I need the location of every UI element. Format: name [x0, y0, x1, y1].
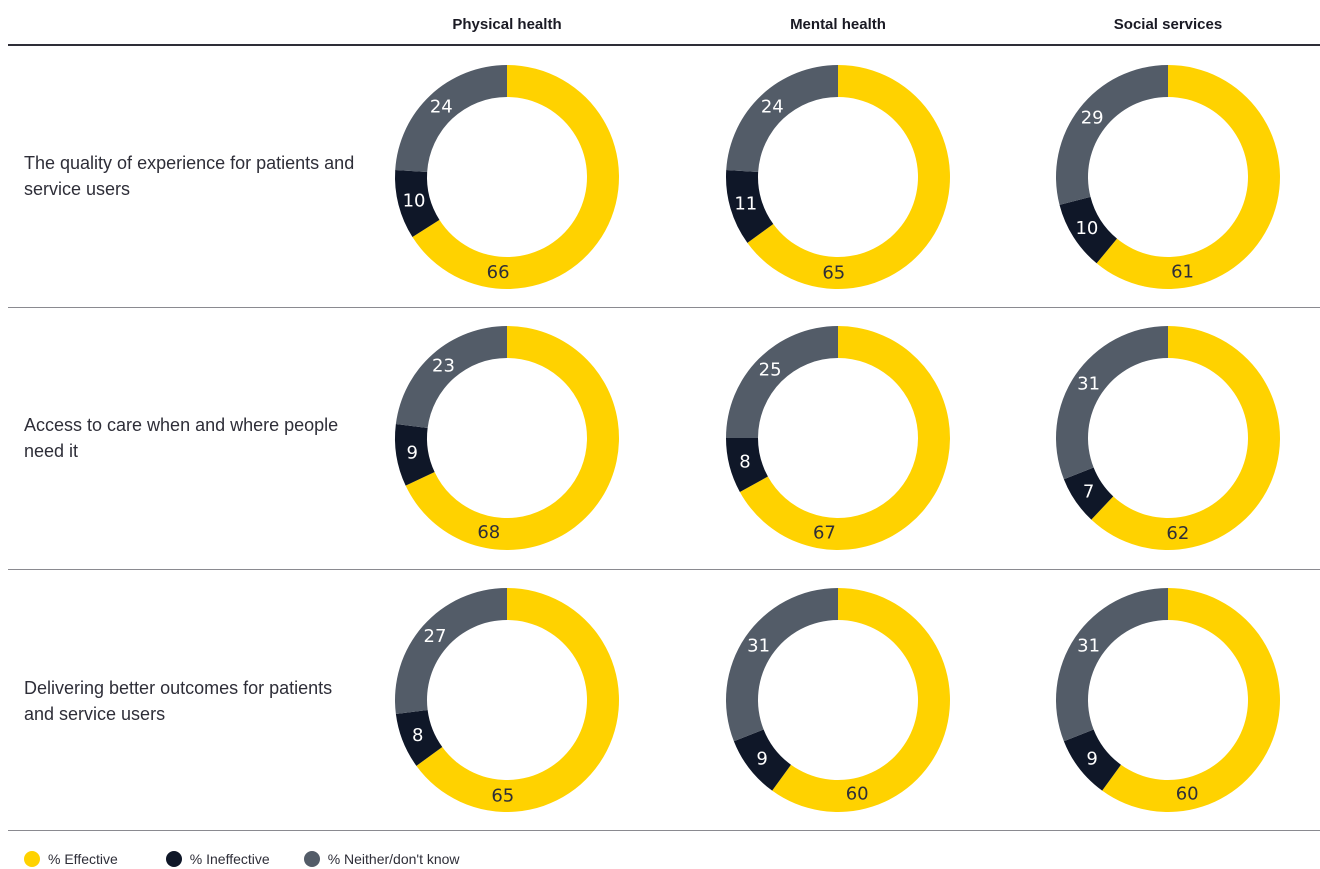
donut-segment-effective — [772, 588, 950, 812]
donut-segment-effective — [1102, 588, 1280, 812]
donut-value-neither: 27 — [424, 626, 447, 647]
donut-segment-ineffective — [1059, 196, 1118, 264]
donut-value-effective: 60 — [846, 784, 869, 805]
column-header-social-services: Social services — [1113, 16, 1223, 33]
donut-value-ineffective: 9 — [1086, 748, 1097, 769]
donut-value-effective: 67 — [813, 523, 836, 544]
row-divider — [8, 569, 1320, 570]
column-header-mental-health: Mental health — [790, 16, 886, 33]
row-divider — [8, 307, 1320, 308]
donut-segment-neither — [726, 588, 838, 742]
legend-item-ineffective: % Ineffective — [165, 851, 270, 867]
legend-label-effective: % Effective — [48, 851, 118, 867]
legend: % Effective % Ineffective % Neither/don'… — [24, 849, 460, 869]
donut-quality-of-experience-physical-health: 66 10 24 — [395, 65, 619, 289]
donut-better-outcomes-mental-health: 60 9 31 — [726, 588, 950, 812]
donut-segment-effective — [412, 65, 619, 289]
donut-segment-neither — [395, 65, 507, 172]
donut-segment-effective — [405, 326, 619, 550]
donut-segment-neither — [395, 326, 507, 428]
donut-value-ineffective: 7 — [1083, 481, 1094, 502]
donut-value-effective: 68 — [477, 522, 500, 543]
donut-value-effective: 66 — [487, 262, 510, 283]
donut-segment-ineffective — [726, 169, 774, 243]
donut-access-to-care-mental-health: 67 8 25 — [726, 326, 950, 550]
donut-value-neither: 24 — [761, 97, 784, 118]
donut-segment-effective — [1096, 65, 1280, 289]
donut-value-neither: 29 — [1081, 108, 1104, 129]
legend-swatch-ineffective — [165, 851, 182, 867]
donut-value-ineffective: 8 — [412, 725, 423, 746]
donut-segment-neither — [1056, 65, 1168, 205]
column-header-physical-health: Physical health — [452, 16, 562, 33]
donut-segment-ineffective — [395, 710, 443, 766]
donut-segment-ineffective — [395, 423, 435, 486]
donut-value-neither: 23 — [432, 355, 455, 376]
row-label-better-outcomes: Delivering better outcomes for patients … — [24, 678, 333, 724]
donut-better-outcomes-social-services: 60 9 31 — [1056, 588, 1280, 812]
donut-better-outcomes-physical-health: 65 8 27 — [395, 588, 619, 812]
donut-segment-neither — [395, 588, 507, 715]
donut-value-ineffective: 9 — [406, 443, 417, 464]
row-label-access-to-care: Access to care when and where people nee… — [24, 415, 339, 461]
donut-value-ineffective: 9 — [756, 748, 767, 769]
footer-divider — [8, 830, 1320, 831]
donut-segment-neither — [1056, 588, 1168, 742]
donut-value-neither: 31 — [747, 636, 770, 657]
donut-value-neither: 31 — [1077, 374, 1100, 395]
donut-segment-effective — [416, 588, 619, 812]
donut-value-ineffective: 11 — [734, 193, 757, 214]
donut-value-effective: 60 — [1176, 784, 1199, 805]
row-label-quality-of-experience: The quality of experience for patients a… — [24, 153, 355, 199]
header-divider — [8, 44, 1320, 46]
donut-segment-effective — [739, 326, 950, 550]
legend-item-neither: % Neither/don't know — [303, 851, 460, 867]
donut-value-neither: 24 — [430, 97, 453, 118]
donut-value-ineffective: 10 — [1075, 218, 1098, 239]
donut-segment-ineffective — [726, 438, 768, 492]
donut-segment-ineffective — [1063, 467, 1114, 520]
donut-value-effective: 65 — [491, 785, 514, 806]
donut-quality-of-experience-social-services: 61 10 29 — [1056, 65, 1280, 289]
donut-access-to-care-physical-health: 68 9 23 — [395, 326, 619, 550]
donut-segment-effective — [747, 65, 950, 289]
legend-item-effective: % Effective — [24, 851, 118, 867]
donut-value-effective: 65 — [822, 262, 845, 283]
legend-swatch-neither — [303, 851, 320, 867]
legend-label-ineffective: % Ineffective — [189, 851, 270, 867]
donut-value-effective: 61 — [1171, 261, 1194, 282]
donut-value-neither: 31 — [1077, 636, 1100, 657]
donut-segment-neither — [726, 65, 838, 172]
donut-segment-ineffective — [1063, 729, 1121, 791]
donut-quality-of-experience-mental-health: 65 11 24 — [726, 65, 950, 289]
donut-value-ineffective: 10 — [403, 190, 426, 211]
donut-value-neither: 25 — [759, 360, 782, 381]
donut-segment-ineffective — [395, 169, 440, 238]
donut-segment-neither — [1056, 326, 1168, 480]
donut-segment-ineffective — [733, 729, 791, 791]
donut-value-effective: 62 — [1166, 523, 1189, 544]
donut-segment-neither — [726, 326, 838, 438]
legend-swatch-effective — [24, 851, 40, 867]
legend-label-neither: % Neither/don't know — [327, 851, 460, 867]
donut-value-ineffective: 8 — [739, 451, 750, 472]
donut-access-to-care-social-services: 62 7 31 — [1056, 326, 1280, 550]
donut-segment-effective — [1091, 326, 1280, 550]
